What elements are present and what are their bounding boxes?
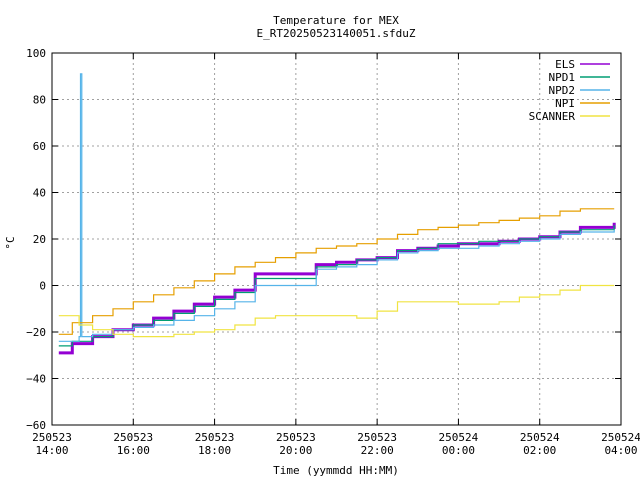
y-axis-label: °C <box>4 236 17 249</box>
x-axis-label: Time (yymmdd HH:MM) <box>273 464 399 477</box>
x-tick-time: 04:00 <box>604 444 637 457</box>
x-tick-time: 00:00 <box>442 444 475 457</box>
plot-frame <box>51 52 622 426</box>
legend-label-scanner: SCANNER <box>529 110 576 123</box>
x-tick-date: 250523 <box>32 431 72 444</box>
x-tick-date: 250524 <box>601 431 640 444</box>
series-line-npd1 <box>58 225 615 347</box>
series-line-els <box>58 222 616 355</box>
legend-label-npd2: NPD2 <box>549 84 576 97</box>
series-line-npd2 <box>58 73 615 342</box>
x-tick-time: 02:00 <box>523 444 556 457</box>
y-tick-label: −60 <box>26 419 46 432</box>
series-line-scanner <box>58 284 615 338</box>
x-tick-date: 250523 <box>357 431 397 444</box>
x-tick-time: 18:00 <box>198 444 231 457</box>
x-tick-time: 14:00 <box>35 444 68 457</box>
y-tick-label: 80 <box>33 94 46 107</box>
y-axis-ticks: 100 80 60 40 20 0 −20 −40 −60 <box>26 47 621 432</box>
y-tick-label: 60 <box>33 140 46 153</box>
x-axis-ticks: 25052314:0025052316:0025052318:002505232… <box>32 53 640 457</box>
y-tick-label: 20 <box>33 233 46 246</box>
y-tick-label: 100 <box>26 47 46 60</box>
y-tick-label: 0 <box>39 280 46 293</box>
x-tick-date: 250523 <box>113 431 153 444</box>
y-tick-label: 40 <box>33 187 46 200</box>
legend-label-npi: NPI <box>555 97 575 110</box>
legend-label-npd1: NPD1 <box>549 71 576 84</box>
x-tick-time: 20:00 <box>279 444 312 457</box>
series-line-npi <box>58 208 615 335</box>
chart-title: Temperature for MEX <box>273 14 399 27</box>
x-tick-date: 250524 <box>520 431 560 444</box>
x-tick-date: 250523 <box>195 431 235 444</box>
x-tick-date: 250524 <box>439 431 479 444</box>
x-tick-time: 22:00 <box>361 444 394 457</box>
chart-subtitle: E_RT20250523140051.sfduZ <box>257 27 416 40</box>
legend-label-els: ELS <box>555 58 575 71</box>
y-tick-label: −40 <box>26 373 46 386</box>
x-tick-date: 250523 <box>276 431 316 444</box>
series-lines <box>58 73 616 355</box>
y-tick-label: −20 <box>26 326 46 339</box>
x-tick-time: 16:00 <box>117 444 150 457</box>
